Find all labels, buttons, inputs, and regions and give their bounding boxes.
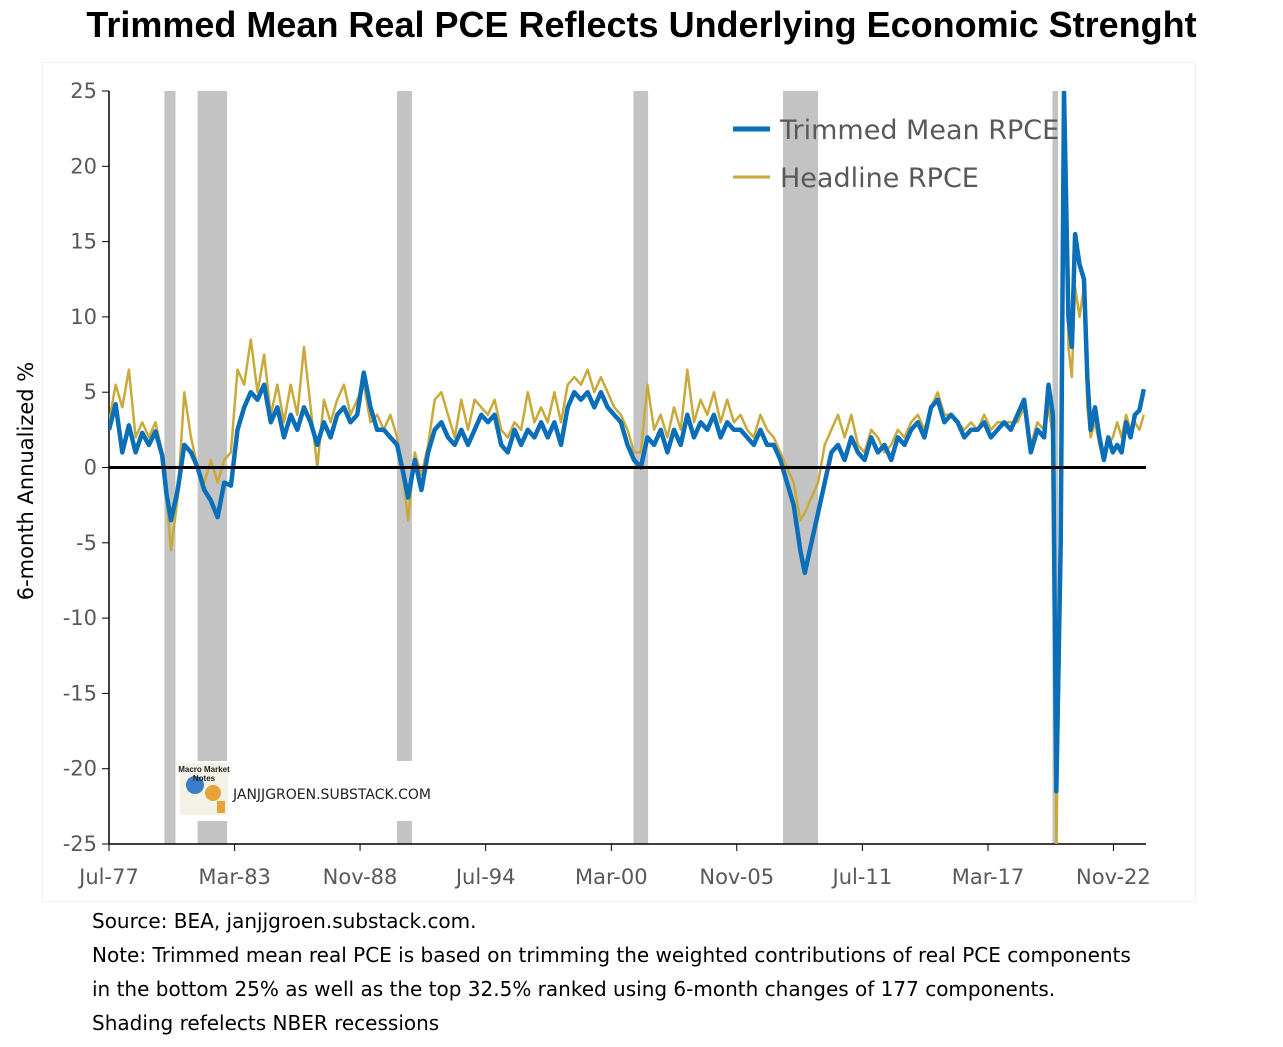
chart-svg: Macro Market Notes JANJJGROEN.SUBSTACK.C… bbox=[63, 79, 1151, 889]
y-axis-label: 6-month Annualized % bbox=[14, 361, 38, 601]
x-tick-label: Nov-22 bbox=[1076, 865, 1151, 889]
shading-note: Shading refelects NBER recessions bbox=[92, 1011, 440, 1035]
y-tick-label: 0 bbox=[84, 456, 97, 480]
watermark: Macro Market Notes JANJJGROEN.SUBSTACK.C… bbox=[178, 761, 473, 821]
x-tick-label: Jul-77 bbox=[77, 865, 139, 889]
y-tick-label: 10 bbox=[70, 305, 97, 329]
y-tick-label: 25 bbox=[70, 79, 97, 103]
series-lines bbox=[109, 91, 1146, 844]
y-tick-label: 15 bbox=[70, 230, 97, 254]
y-tick-label: 5 bbox=[84, 380, 97, 404]
method-note-line-2: in the bottom 25% as well as the top 32.… bbox=[92, 977, 1056, 1001]
watermark-logo-text-1: Macro Market bbox=[178, 765, 230, 774]
watermark-logo-text-2: Notes bbox=[193, 774, 216, 783]
x-tick-label: Jul-11 bbox=[831, 865, 893, 889]
watermark-logo: Macro Market Notes bbox=[178, 763, 230, 815]
y-tick-label: -15 bbox=[63, 681, 97, 705]
y-tick-label: -10 bbox=[63, 606, 97, 630]
x-tick-label: Mar-17 bbox=[952, 865, 1025, 889]
x-tick-label: Mar-00 bbox=[575, 865, 648, 889]
x-tick-label: Mar-83 bbox=[198, 865, 271, 889]
legend-label-trimmed: Trimmed Mean RPCE bbox=[779, 115, 1059, 146]
watermark-site: JANJJGROEN.SUBSTACK.COM bbox=[232, 787, 431, 803]
x-tick-label: Nov-88 bbox=[323, 865, 398, 889]
legend: Trimmed Mean RPCE Headline RPCE bbox=[733, 115, 1059, 194]
series-line-trimmed-mean bbox=[109, 91, 1146, 794]
axes: -25 -20 -15 -10 -5 0 5 10 15 20 25 Jul-77 Mar-83 Nov-… bbox=[63, 79, 1151, 889]
y-tick-label: -20 bbox=[63, 757, 97, 781]
y-tick-label: -25 bbox=[63, 832, 97, 856]
x-tick-label: Jul-94 bbox=[454, 865, 516, 889]
notes-block: Source: BEA, janjjgroen.substack.com. No… bbox=[92, 904, 1277, 1040]
y-tick-label: -5 bbox=[76, 531, 97, 555]
method-note-line-1: Note: Trimmed mean real PCE is based on … bbox=[92, 943, 1131, 967]
chart-panel: Macro Market Notes JANJJGROEN.SUBSTACK.C… bbox=[42, 62, 1196, 902]
series-line-headline bbox=[109, 91, 1145, 844]
y-tick-label: 20 bbox=[70, 154, 97, 178]
x-tick-label: Nov-05 bbox=[699, 865, 774, 889]
legend-label-headline: Headline RPCE bbox=[780, 163, 979, 194]
chart-title: Trimmed Mean Real PCE Reflects Underlyin… bbox=[86, 4, 1197, 45]
source-note: Source: BEA, janjjgroen.substack.com. bbox=[92, 909, 477, 933]
